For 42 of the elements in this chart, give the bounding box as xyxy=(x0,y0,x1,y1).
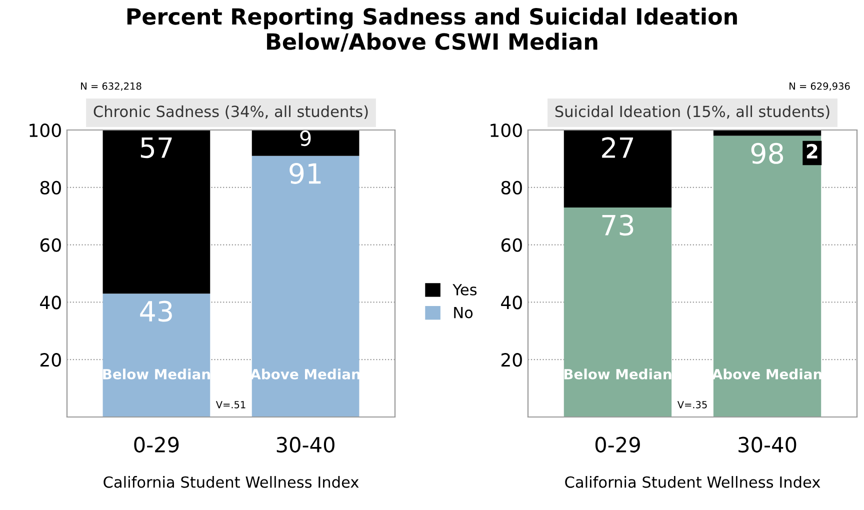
annotation: V=.51 xyxy=(216,401,246,408)
bar xyxy=(713,136,822,417)
bar xyxy=(564,207,672,417)
text: N = 629,936 xyxy=(790,82,850,91)
data-label: 91 xyxy=(290,162,321,184)
data-label: 43 xyxy=(140,300,172,322)
data-label: 73 xyxy=(602,214,634,236)
y-tick-label: 40 xyxy=(501,296,522,310)
data-label: 2 xyxy=(806,144,818,158)
bar xyxy=(252,130,360,156)
chart-title: Percent Reporting Sadness and Suicidal Ideation Below/Above CSWI Median xyxy=(127,8,737,52)
y-tick-label: 80 xyxy=(501,180,522,195)
legend-label: No xyxy=(454,306,473,318)
y-tick-label: 100 xyxy=(30,123,61,138)
x-axis-title: California Student Wellness Index xyxy=(104,476,359,488)
bar xyxy=(252,156,360,417)
y-tick-label: 20 xyxy=(501,353,522,367)
bar xyxy=(102,130,210,294)
y-tick-label: 80 xyxy=(40,180,61,195)
text: N = 632,218 xyxy=(81,82,142,91)
chart-subtitle: Chronic Sadness (34%, all students) xyxy=(94,105,368,120)
x-tick-label: 30-40 xyxy=(276,436,334,453)
annotation: Below Median xyxy=(564,368,672,380)
x-tick-label: 30-40 xyxy=(738,436,796,453)
y-tick-label: 20 xyxy=(40,353,61,367)
data-label: 27 xyxy=(602,137,634,158)
chart-subtitle: Suicidal Ideation (15%, all students) xyxy=(555,105,830,120)
annotation: V=.35 xyxy=(677,400,707,408)
y-tick-label: 60 xyxy=(501,238,522,252)
y-tick-label: 60 xyxy=(40,238,61,252)
y-tick-label: 40 xyxy=(40,296,61,310)
x-tick-label: 0-29 xyxy=(134,436,179,453)
data-label: 9 xyxy=(300,130,311,146)
x-tick-label: 0-29 xyxy=(595,436,640,453)
annotation: Below Median xyxy=(103,368,210,380)
legend-label: Yes xyxy=(452,284,477,296)
bar xyxy=(564,130,672,208)
y-tick-label: 100 xyxy=(490,123,522,138)
x-axis-title: California Student Wellness Index xyxy=(565,476,820,488)
data-label: 57 xyxy=(140,138,172,158)
bar xyxy=(102,294,210,417)
data-label: 98 xyxy=(751,142,784,164)
